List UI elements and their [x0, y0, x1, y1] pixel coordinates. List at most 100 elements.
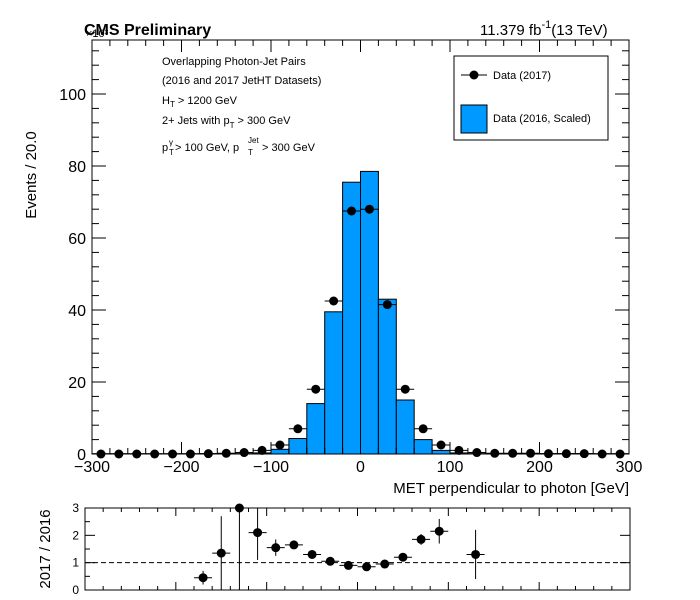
- data-point: [257, 445, 267, 455]
- ratio-y-tick-label: 1: [72, 556, 79, 570]
- svg-text:> 100 GeV, p: > 100 GeV, p: [175, 142, 239, 154]
- main-x-axis-label: MET perpendicular to photon [GeV]: [393, 480, 629, 497]
- ratio-point: [416, 534, 426, 544]
- hist-bar: [413, 439, 433, 455]
- y-tick-label: 20: [68, 375, 86, 392]
- x-tick-label: 300: [616, 459, 643, 476]
- data-point: [168, 449, 178, 459]
- ratio-point: [289, 540, 299, 550]
- ratio-plot-frame: [84, 507, 631, 591]
- data-point: [400, 384, 410, 394]
- data-point: [436, 440, 446, 450]
- hist-bar: [377, 298, 397, 455]
- x-tick-label: −100: [253, 459, 289, 476]
- ratio-point: [234, 503, 244, 513]
- hist-bar: [306, 403, 326, 455]
- y-tick-label: 40: [68, 303, 86, 320]
- hist-bar: [324, 311, 344, 455]
- data-point: [364, 204, 374, 214]
- svg-text:T: T: [169, 148, 174, 157]
- annotation-line1: Overlapping Photon-Jet Pairs: [162, 56, 306, 68]
- y-tick-label: 80: [68, 159, 86, 176]
- ratio-point: [325, 556, 335, 566]
- y-tick-label: 60: [68, 231, 86, 248]
- annotation-line3: HT > 1200 GeV: [162, 95, 238, 109]
- data-point: [579, 449, 589, 459]
- ratio-point: [434, 526, 444, 536]
- data-point: [293, 424, 303, 434]
- legend-marker-icon: [469, 70, 479, 80]
- svg-text:11.379 fb-1(13 TeV): 11.379 fb-1(13 TeV): [480, 19, 608, 39]
- hist-bar: [270, 448, 290, 455]
- data-point: [311, 384, 321, 394]
- hist-bar: [342, 181, 362, 455]
- ratio-x-ticks: [84, 508, 631, 590]
- y-tick-label: 0: [77, 447, 86, 464]
- legend-fill-icon: [460, 104, 488, 134]
- ratio-point: [343, 560, 353, 570]
- hist-bar: [395, 399, 415, 455]
- svg-text:Jet: Jet: [248, 136, 259, 145]
- ratio-points: [194, 503, 485, 590]
- data-point: [597, 449, 607, 459]
- hist-bar: [431, 449, 451, 455]
- data-point: [132, 449, 142, 459]
- data-point: [561, 449, 571, 459]
- legend-entry-2017: Data (2017): [493, 70, 551, 82]
- x-tick-label: 0: [356, 459, 365, 476]
- main-x-ticks: −300 −200 −100 0 100 200 300: [74, 40, 642, 476]
- data-point: [221, 448, 231, 458]
- main-y-ticks: 0 20 40 60 80 100: [59, 50, 629, 464]
- main-points: [92, 204, 629, 459]
- data-point: [382, 300, 392, 310]
- ratio-point: [398, 552, 408, 562]
- data-point: [454, 445, 464, 455]
- data-point: [472, 448, 482, 458]
- ratio-y-axis-label: 2017 / 2016: [37, 509, 54, 588]
- annotation-line5: p γ T > 100 GeV, p Jet T > 300 GeV: [162, 136, 316, 157]
- ratio-point: [362, 562, 372, 572]
- x-tick-label: −300: [74, 459, 110, 476]
- lumi-exp: -1: [541, 19, 551, 31]
- ratio-point: [198, 573, 208, 583]
- legend-entry-2016: Data (2016, Scaled): [493, 113, 591, 125]
- data-point: [275, 440, 285, 450]
- cms-preliminary-label: CMS Preliminary: [84, 22, 211, 39]
- annotation-line4: 2+ Jets with pT > 300 GeV: [162, 115, 291, 130]
- legend: Data (2017) Data (2016, Scaled): [453, 55, 609, 141]
- ratio-point: [253, 528, 263, 538]
- main-y-axis-label: Events / 20.0: [23, 131, 40, 219]
- svg-text:γ: γ: [169, 138, 173, 147]
- hist-bar: [360, 170, 379, 455]
- lumi-energy: (13 TeV): [551, 22, 607, 39]
- ratio-point: [380, 559, 390, 569]
- data-point: [185, 449, 195, 459]
- ratio-point: [216, 548, 226, 558]
- ratio-point: [307, 549, 317, 559]
- annotation-line2: (2016 and 2017 JetHT Datasets): [162, 75, 321, 87]
- x-tick-label: −200: [163, 459, 199, 476]
- data-point: [203, 449, 213, 459]
- svg-text:p: p: [162, 142, 168, 154]
- ratio-y-ticks: 0 1 2 3: [72, 501, 630, 597]
- data-point: [490, 448, 500, 458]
- y-multiplier-label: ×10³: [86, 28, 109, 40]
- ratio-y-tick-label: 0: [72, 583, 79, 597]
- ratio-point: [271, 543, 281, 553]
- main-histogram: [91, 170, 630, 455]
- hist-bar: [288, 438, 308, 455]
- data-point: [239, 448, 249, 458]
- ratio-point: [471, 549, 481, 559]
- data-point: [114, 449, 124, 459]
- svg-text:T: T: [248, 148, 253, 157]
- data-point: [526, 448, 536, 458]
- ratio-y-tick-label: 2: [72, 528, 79, 542]
- lumi-label: 11.379 fb-1(13 TeV): [480, 19, 608, 39]
- data-point: [347, 206, 357, 216]
- data-point: [543, 449, 553, 459]
- data-point: [150, 449, 160, 459]
- data-point: [329, 296, 339, 306]
- data-point: [508, 448, 518, 458]
- data-point: [418, 424, 428, 434]
